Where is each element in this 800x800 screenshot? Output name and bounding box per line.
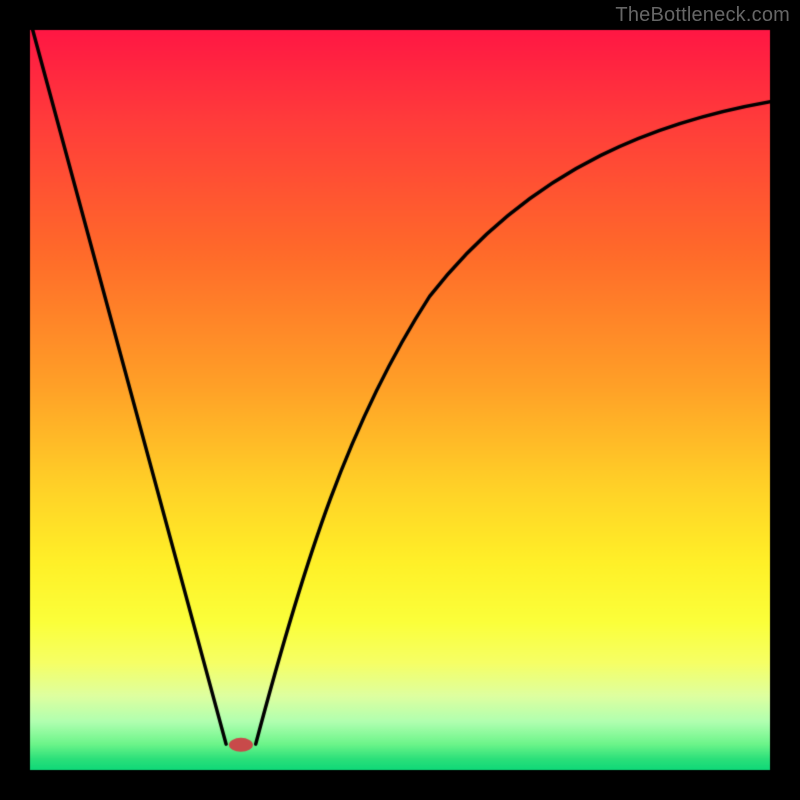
chart-container: TheBottleneck.com — [0, 0, 800, 800]
gradient-v-curve-chart — [0, 0, 800, 800]
watermark-label: TheBottleneck.com — [615, 4, 790, 27]
